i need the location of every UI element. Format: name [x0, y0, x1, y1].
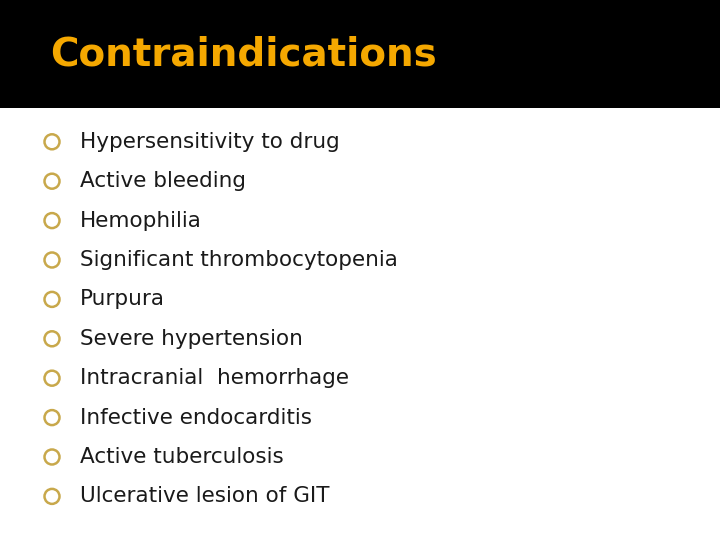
Text: Active bleeding: Active bleeding [80, 171, 246, 191]
Text: Infective endocarditis: Infective endocarditis [80, 408, 312, 428]
Text: Contraindications: Contraindications [50, 35, 437, 73]
Text: Hypersensitivity to drug: Hypersensitivity to drug [80, 132, 340, 152]
Text: Ulcerative lesion of GIT: Ulcerative lesion of GIT [80, 487, 330, 507]
Bar [0, 0, 720, 108]
Text: Severe hypertension: Severe hypertension [80, 329, 303, 349]
Text: Intracranial  hemorrhage: Intracranial hemorrhage [80, 368, 349, 388]
Text: Hemophilia: Hemophilia [80, 211, 202, 231]
Text: Active tuberculosis: Active tuberculosis [80, 447, 284, 467]
Text: Significant thrombocytopenia: Significant thrombocytopenia [80, 250, 398, 270]
Text: Purpura: Purpura [80, 289, 165, 309]
